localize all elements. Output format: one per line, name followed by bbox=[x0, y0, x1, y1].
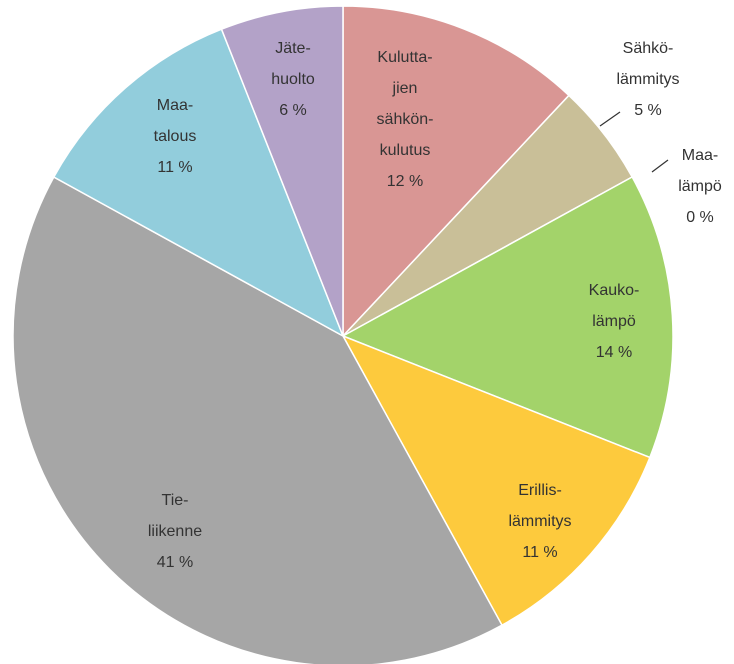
category-label: Tie- liikenne bbox=[147, 492, 203, 540]
value-label: 41 % bbox=[156, 554, 194, 571]
category-label: Kulutta- jien sähkön- kulutus bbox=[376, 49, 434, 159]
pie-slice bbox=[342, 5, 570, 338]
pie-slice bbox=[341, 334, 651, 627]
value-label: 0 % bbox=[686, 209, 714, 226]
leader-line bbox=[651, 159, 669, 173]
category-label: Maa- lämpö bbox=[678, 147, 722, 195]
pie-slice bbox=[12, 176, 503, 664]
slice-label: Kulutta- jien sähkön- kulutus 12 % bbox=[377, 42, 434, 197]
category-label: Jäte- huolto bbox=[271, 40, 315, 88]
value-label: 12 % bbox=[386, 173, 424, 190]
value-label: 14 % bbox=[595, 344, 633, 361]
leader-line bbox=[599, 111, 621, 127]
pie bbox=[12, 5, 674, 664]
slice-label: Jäte- huolto 6 % bbox=[271, 33, 315, 126]
value-label: 11 % bbox=[522, 544, 558, 561]
value-label: 6 % bbox=[279, 102, 307, 119]
category-label: Erillis- lämmitys bbox=[508, 482, 572, 530]
pie-slice bbox=[52, 28, 345, 338]
slice-label: Maa- lämpö 0 % bbox=[678, 140, 722, 233]
value-label: 5 % bbox=[634, 102, 662, 119]
slice-label: Kauko- lämpö 14 % bbox=[589, 275, 640, 368]
slice-label: Tie- liikenne 41 % bbox=[148, 485, 202, 578]
category-label: Sähkö- lämmitys bbox=[616, 40, 680, 88]
slice-label: Erillis- lämmitys 11 % bbox=[508, 475, 571, 568]
slice-label: Sähkö- lämmitys 5 % bbox=[616, 33, 679, 126]
value-label: 11 % bbox=[157, 159, 193, 176]
category-label: Maa- talous bbox=[153, 97, 197, 145]
category-label: Kauko- lämpö bbox=[588, 282, 640, 330]
slice-label: Maa- talous 11 % bbox=[154, 90, 197, 183]
pie-slice bbox=[220, 5, 344, 337]
pie-slice bbox=[341, 176, 674, 459]
